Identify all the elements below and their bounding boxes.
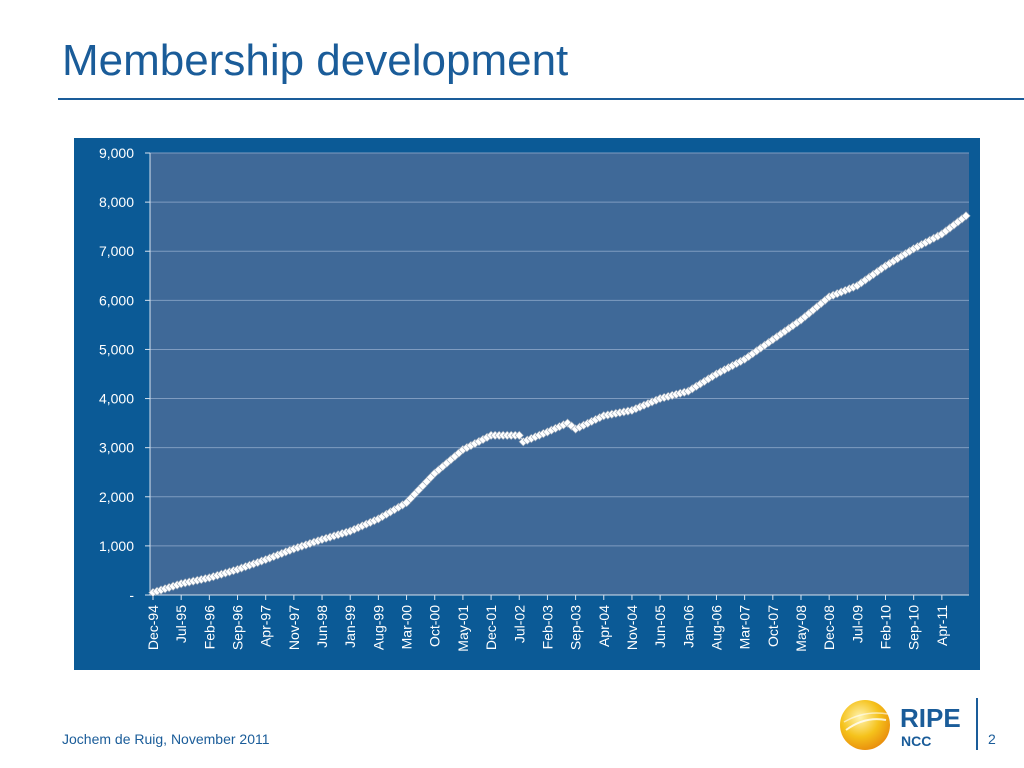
x-tick-label: Apr-11 (934, 605, 950, 646)
logo-ripe-text: RIPE (900, 703, 961, 733)
data-point (514, 430, 524, 441)
y-tick-label: 8,000 (99, 194, 134, 210)
x-tick-label: Jul-09 (849, 605, 865, 643)
y-tick-label: - (129, 587, 134, 603)
x-tick-label: Jun-05 (652, 605, 668, 648)
logo-ncc-text: NCC (901, 733, 931, 749)
x-tick-label: Dec-01 (483, 605, 499, 650)
sun-globe-icon (840, 700, 890, 750)
y-tick-label: 6,000 (99, 292, 134, 308)
x-tick-label: Dec-08 (821, 605, 837, 650)
x-tick-label: Jul-95 (173, 605, 189, 643)
y-tick-label: 1,000 (99, 538, 134, 554)
x-tick-label: Jun-98 (314, 605, 330, 648)
ripe-ncc-logo: RIPE NCC (840, 698, 978, 750)
y-tick-label: 2,000 (99, 489, 134, 505)
x-tick-label: Mar-07 (737, 605, 753, 650)
footer-author: Jochem de Ruig, November 2011 (62, 731, 270, 747)
x-tick-label: Feb-96 (201, 605, 217, 650)
x-tick-label: Nov-97 (286, 605, 302, 650)
y-tick-label: 7,000 (99, 243, 134, 259)
page-title: Membership development (62, 36, 569, 85)
x-tick-label: Dec-94 (145, 605, 161, 650)
data-point (961, 211, 971, 221)
x-tick-label: May-08 (793, 605, 809, 652)
x-tick-label: Feb-10 (878, 605, 894, 650)
x-tick-label: Sep-03 (568, 605, 584, 650)
membership-chart: - 1,000 2,000 3,000 4,000 5,000 6,000 7,000 8,00… (99, 145, 971, 652)
x-tick-label: Apr-04 (596, 605, 612, 647)
x-tick-label: May-01 (455, 605, 471, 652)
y-tick-label: 9,000 (99, 145, 134, 161)
x-tick-label: Oct-00 (427, 605, 443, 647)
y-tick-label: 4,000 (99, 391, 134, 407)
x-tick-label: Apr-97 (258, 605, 274, 647)
x-tick-label: Feb-03 (539, 605, 555, 650)
y-tick-label: 3,000 (99, 440, 134, 456)
page-number: 2 (988, 731, 996, 747)
data-point (562, 418, 573, 428)
x-tick-label: Sep-10 (906, 605, 922, 650)
y-tick-label: 5,000 (99, 341, 134, 357)
x-tick-label: Aug-99 (370, 605, 386, 650)
plot-area (150, 153, 969, 595)
x-tick-label: Mar-00 (399, 605, 415, 650)
x-tick-label: Sep-96 (230, 605, 246, 650)
x-tick-label: Jan-06 (680, 605, 696, 648)
logo-divider (976, 698, 978, 750)
x-tick-label: Jan-99 (342, 605, 358, 648)
x-tick-label: Nov-04 (624, 605, 640, 650)
x-tick-label: Aug-06 (708, 605, 724, 650)
x-tick-label: Oct-07 (765, 605, 781, 647)
title-divider (58, 98, 1024, 100)
x-tick-label: Jul-02 (511, 605, 527, 643)
chart-frame: - 1,000 2,000 3,000 4,000 5,000 6,000 7,000 8,00… (74, 138, 980, 670)
